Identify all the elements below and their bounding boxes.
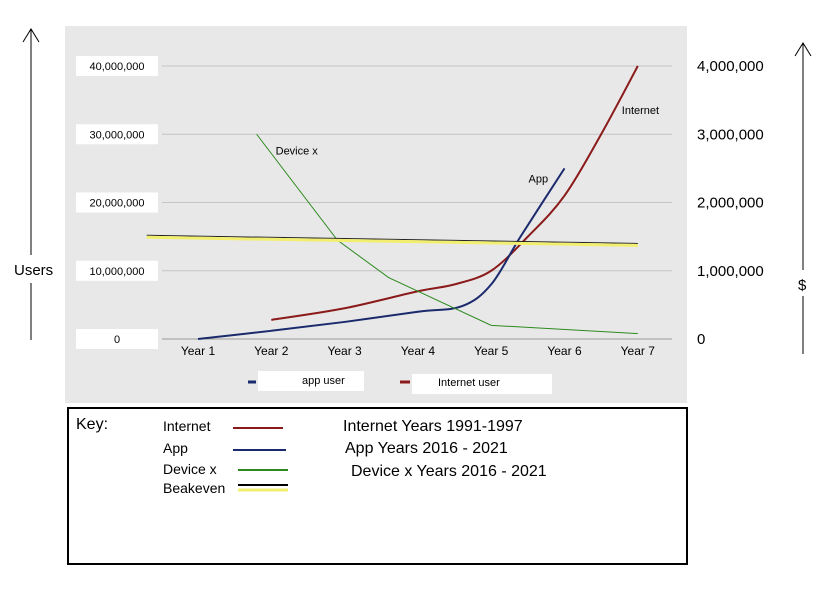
key-note-device-x: Device x Years 2016 - 2021 bbox=[351, 463, 547, 480]
series-line-beakeven-edge bbox=[146, 234, 638, 244]
users-axis-arrow bbox=[22, 28, 40, 340]
annotation-internet: Internet bbox=[622, 105, 659, 117]
key-label-device-x: Device x bbox=[163, 461, 217, 477]
left-tick-label-0: 0 bbox=[114, 334, 120, 346]
plot-background bbox=[65, 26, 687, 403]
left-tick-label-4: 40,000,000 bbox=[89, 61, 144, 73]
x-axis-ticks: Year 1 Year 2 Year 3 Year 4 Year 5 Year 6 Year… bbox=[181, 344, 655, 358]
legend-label-internet: Internet user bbox=[438, 377, 500, 389]
chart-legend: app user Internet user bbox=[248, 371, 552, 394]
legend-box-internet bbox=[412, 374, 552, 394]
users-axis-label: Users bbox=[14, 262, 53, 279]
left-tick-box-2 bbox=[76, 192, 158, 213]
left-tick-box-0 bbox=[76, 329, 158, 349]
series-line-device-x bbox=[256, 133, 638, 335]
x-tick-label-5: Year 5 bbox=[474, 344, 509, 358]
key-box bbox=[67, 407, 688, 565]
right-tick-label-0: 0 bbox=[697, 331, 705, 348]
legend-label-app: app user bbox=[302, 375, 345, 387]
left-axis-ticks: 0 10,000,000 20,000,000 30,000,000 40,000,00… bbox=[76, 56, 158, 349]
key-note-internet: Internet Years 1991-1997 bbox=[343, 418, 523, 435]
left-tick-label-2: 20,000,000 bbox=[89, 198, 144, 210]
annotation-device-x: Device x bbox=[276, 145, 319, 157]
x-tick-label-4: Year 4 bbox=[401, 344, 436, 358]
gridlines bbox=[162, 65, 672, 340]
dollar-axis-arrow bbox=[794, 42, 812, 354]
key-note-app: App Years 2016 - 2021 bbox=[345, 440, 508, 457]
left-tick-box-3 bbox=[76, 124, 158, 145]
right-tick-label-4: 4,000,000 bbox=[697, 58, 764, 75]
x-tick-label-2: Year 2 bbox=[254, 344, 289, 358]
left-tick-box-4 bbox=[76, 56, 158, 76]
left-tick-label-1: 10,000,000 bbox=[89, 266, 144, 278]
series-line-app bbox=[197, 167, 566, 340]
dollar-axis-label: $ bbox=[798, 277, 807, 294]
key-label-app: App bbox=[163, 440, 188, 456]
left-tick-box-1 bbox=[76, 260, 158, 281]
series-group bbox=[146, 65, 639, 340]
x-tick-label-7: Year 7 bbox=[621, 344, 656, 358]
right-tick-label-2: 2,000,000 bbox=[697, 195, 764, 212]
right-axis-ticks: 0 1,000,000 2,000,000 3,000,000 4,000,000 bbox=[697, 58, 764, 348]
x-tick-label-1: Year 1 bbox=[181, 344, 216, 358]
series-line-internet bbox=[271, 65, 639, 321]
key-title: Key: bbox=[76, 416, 108, 433]
x-tick-label-6: Year 6 bbox=[547, 344, 582, 358]
key-label-beakeven: Beakeven bbox=[163, 480, 225, 496]
right-tick-label-3: 3,000,000 bbox=[697, 126, 764, 143]
key-label-internet: Internet bbox=[163, 418, 211, 434]
series-line-beakeven bbox=[146, 235, 638, 247]
right-tick-label-1: 1,000,000 bbox=[697, 263, 764, 280]
annotation-app: App bbox=[529, 173, 549, 185]
x-tick-label-3: Year 3 bbox=[327, 344, 362, 358]
legend-box-app bbox=[258, 371, 364, 391]
left-tick-label-3: 30,000,000 bbox=[89, 129, 144, 141]
